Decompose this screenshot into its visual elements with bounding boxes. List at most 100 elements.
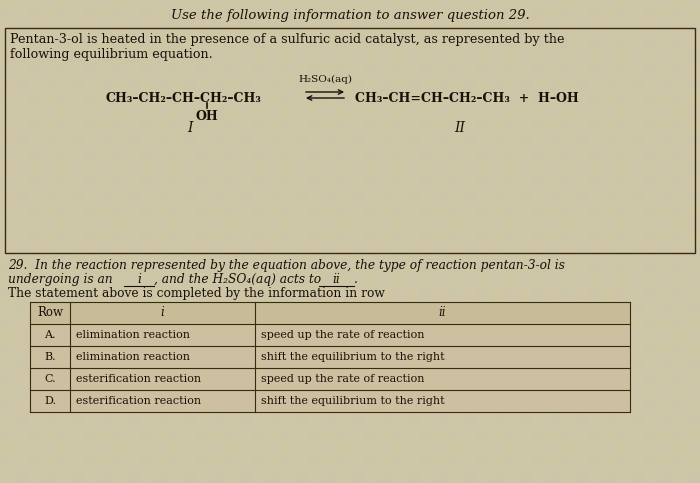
Bar	[28, 217, 42, 231]
Bar	[350, 399, 364, 413]
Bar	[378, 7, 392, 21]
Bar	[140, 133, 154, 147]
Bar	[532, 245, 546, 259]
Bar	[322, 147, 336, 161]
Bar	[406, 455, 420, 469]
Bar	[644, 329, 658, 343]
Bar	[196, 301, 210, 315]
Bar	[0, 161, 14, 175]
Bar	[560, 441, 574, 455]
Bar	[126, 175, 140, 189]
Bar	[98, 371, 112, 385]
Bar	[532, 77, 546, 91]
Bar	[154, 427, 168, 441]
Bar	[672, 245, 686, 259]
Bar	[378, 147, 392, 161]
Bar	[84, 105, 98, 119]
Bar	[672, 133, 686, 147]
Bar	[308, 329, 322, 343]
Bar	[280, 189, 294, 203]
Bar	[532, 21, 546, 35]
Bar	[392, 189, 406, 203]
Bar	[672, 161, 686, 175]
Bar	[0, 273, 14, 287]
Bar	[140, 49, 154, 63]
Bar	[518, 343, 532, 357]
Text: speed up the rate of reaction: speed up the rate of reaction	[261, 330, 424, 340]
Bar	[392, 245, 406, 259]
Bar	[546, 147, 560, 161]
Bar	[546, 203, 560, 217]
Bar	[560, 21, 574, 35]
Bar	[630, 427, 644, 441]
Bar	[196, 357, 210, 371]
Bar	[630, 91, 644, 105]
Bar	[616, 245, 630, 259]
Bar	[602, 203, 616, 217]
Bar	[378, 455, 392, 469]
Bar	[504, 385, 518, 399]
Bar	[672, 469, 686, 483]
Bar	[392, 413, 406, 427]
Bar	[490, 399, 504, 413]
Bar	[686, 147, 700, 161]
Bar	[238, 231, 252, 245]
Bar	[168, 105, 182, 119]
Bar	[364, 385, 378, 399]
Bar	[98, 399, 112, 413]
Bar	[252, 0, 266, 7]
Bar	[476, 77, 490, 91]
Bar	[476, 217, 490, 231]
Bar	[252, 357, 266, 371]
Bar	[630, 7, 644, 21]
Bar	[126, 427, 140, 441]
Bar	[406, 259, 420, 273]
Text: II: II	[454, 121, 466, 135]
Bar	[476, 273, 490, 287]
Bar	[238, 343, 252, 357]
Bar	[322, 203, 336, 217]
Bar	[126, 259, 140, 273]
Bar	[112, 0, 126, 7]
Bar	[280, 0, 294, 7]
Bar	[0, 413, 14, 427]
Bar	[644, 49, 658, 63]
Bar	[630, 287, 644, 301]
Bar	[616, 105, 630, 119]
Bar	[98, 63, 112, 77]
Bar	[112, 469, 126, 483]
Bar	[224, 329, 238, 343]
Bar	[364, 273, 378, 287]
Bar	[364, 469, 378, 483]
Bar	[392, 357, 406, 371]
Bar	[112, 357, 126, 371]
Bar	[126, 315, 140, 329]
Bar	[30, 368, 630, 390]
Bar	[602, 7, 616, 21]
Bar	[602, 63, 616, 77]
Bar	[14, 119, 28, 133]
Bar	[84, 245, 98, 259]
Bar	[350, 371, 364, 385]
Bar	[140, 217, 154, 231]
Bar	[462, 7, 476, 21]
Bar	[658, 7, 672, 21]
Bar	[280, 133, 294, 147]
Bar	[56, 413, 70, 427]
Bar	[168, 273, 182, 287]
Bar	[308, 301, 322, 315]
Bar	[532, 357, 546, 371]
Bar	[70, 35, 84, 49]
Bar	[546, 91, 560, 105]
Bar	[280, 385, 294, 399]
Bar	[56, 357, 70, 371]
Bar	[280, 77, 294, 91]
Bar	[364, 21, 378, 35]
Bar	[30, 346, 630, 368]
Bar	[420, 0, 434, 7]
Bar	[350, 119, 364, 133]
Text: i: i	[160, 307, 164, 319]
Bar	[98, 427, 112, 441]
Bar	[266, 287, 280, 301]
Bar	[658, 399, 672, 413]
